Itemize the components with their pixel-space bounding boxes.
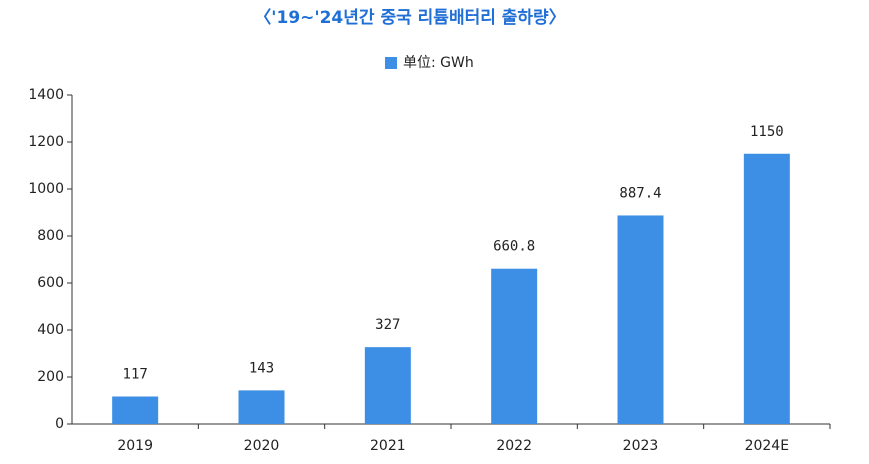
y-tick-label: 400: [37, 322, 64, 338]
value-label: 1150: [750, 124, 784, 140]
bar: [491, 268, 538, 424]
y-tick-label: 1200: [28, 134, 64, 150]
bar: [238, 390, 285, 424]
y-tick-label: 800: [37, 228, 64, 244]
x-tick-label: 2021: [370, 438, 406, 454]
value-label: 117: [123, 367, 148, 383]
x-tick-label: 2024E: [745, 438, 789, 454]
bar: [617, 215, 664, 424]
bar: [743, 153, 790, 424]
y-tick-label: 0: [55, 416, 64, 432]
y-tick-label: 1400: [28, 87, 64, 103]
x-tick-label: 2020: [244, 438, 280, 454]
chart-title: 〈'19~'24년간 중국 리튬배터리 출하량〉: [254, 7, 565, 28]
value-label: 327: [375, 317, 400, 333]
legend-label: 单位: GWh: [403, 55, 474, 71]
bar: [364, 347, 411, 424]
value-label: 143: [249, 360, 274, 376]
value-label: 887.4: [619, 185, 661, 201]
y-tick-label: 600: [37, 275, 64, 291]
x-tick-label: 2023: [623, 438, 659, 454]
x-tick-label: 2022: [496, 438, 532, 454]
y-tick-label: 200: [37, 369, 64, 385]
x-tick-label: 2019: [117, 438, 153, 454]
y-tick-label: 1000: [28, 181, 64, 197]
bar: [112, 396, 159, 424]
value-label: 660.8: [493, 239, 535, 255]
legend-swatch: [385, 57, 397, 69]
